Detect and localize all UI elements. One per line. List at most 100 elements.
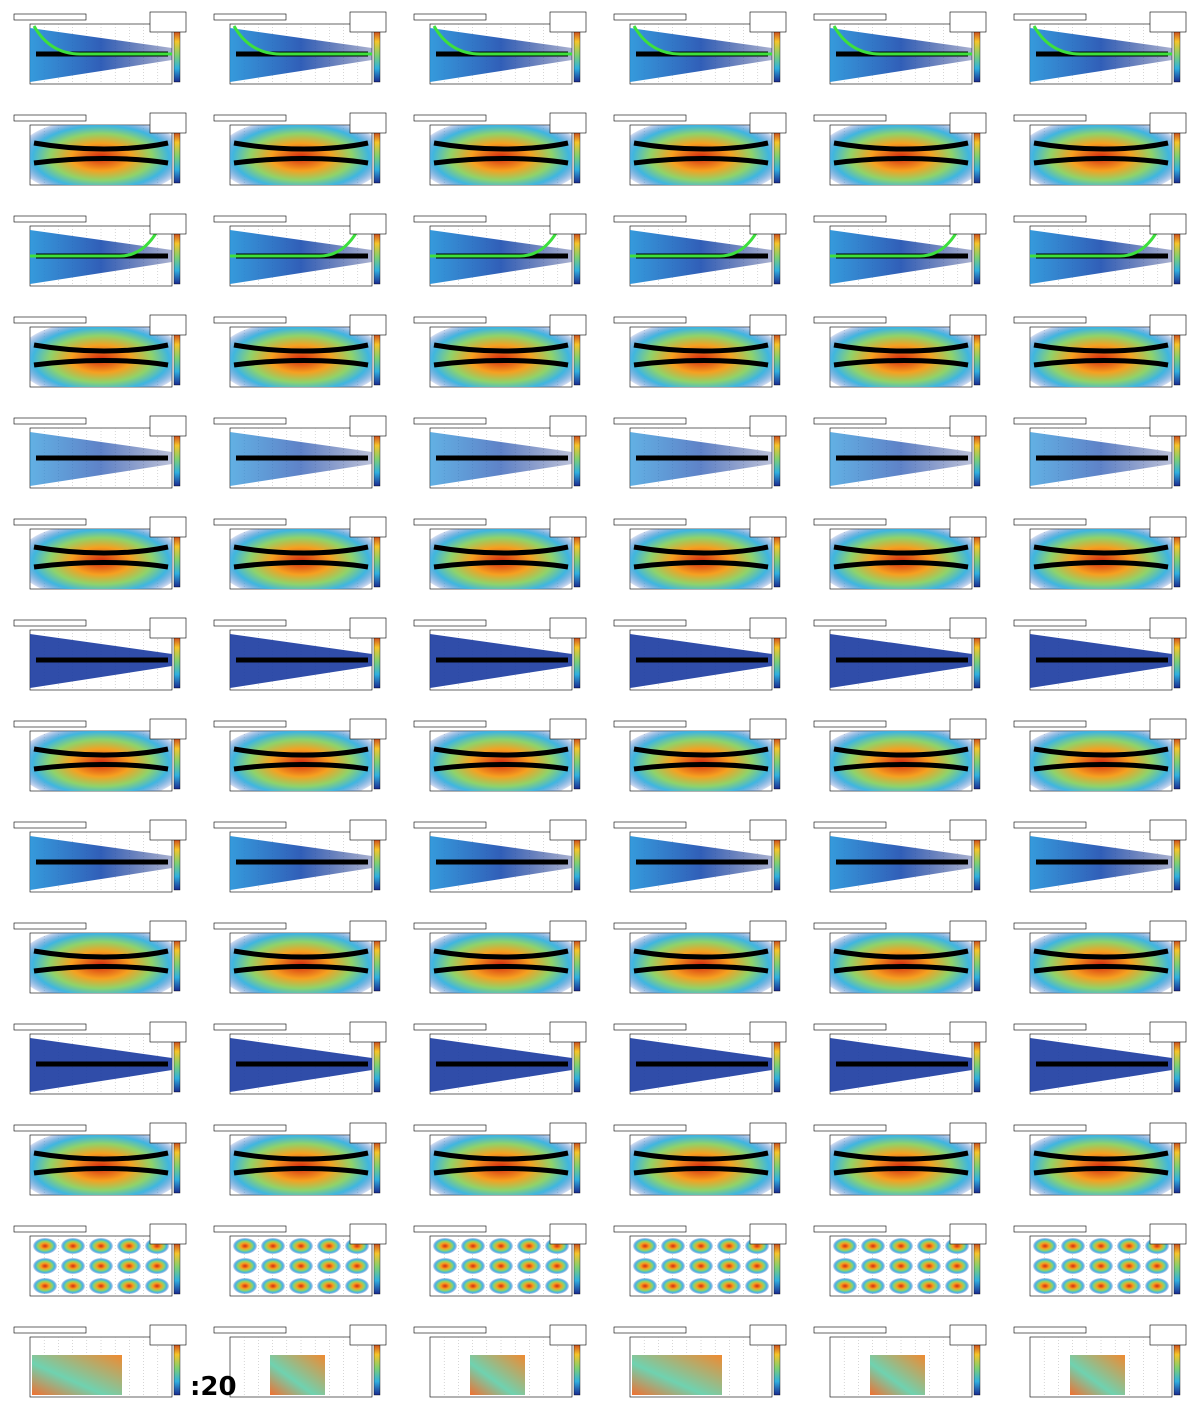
profile-band — [433, 342, 569, 368]
profile-band — [33, 746, 169, 772]
stats-box — [1149, 617, 1187, 639]
plot-panel — [1013, 11, 1187, 85]
palette-bar — [973, 128, 981, 184]
plot-panel — [213, 920, 387, 994]
title-box — [13, 821, 87, 829]
title-box — [213, 720, 287, 728]
palette-bar — [573, 1239, 581, 1295]
palette-bar — [373, 229, 381, 285]
plot-panel — [613, 718, 787, 792]
heatmap-blob — [433, 1258, 457, 1274]
palette-bar — [1173, 1037, 1181, 1093]
stats-box — [549, 718, 587, 740]
title-box — [413, 720, 487, 728]
heatmap-blob — [1117, 1278, 1141, 1294]
profile-band — [433, 1150, 569, 1176]
plot-panel — [413, 1324, 587, 1398]
heatmap-blob — [633, 1258, 657, 1274]
palette-bar — [1173, 1138, 1181, 1194]
profile-band — [433, 544, 569, 570]
profile-band — [433, 746, 569, 772]
palette-bar — [373, 128, 381, 184]
heatmap-blob — [89, 1278, 113, 1294]
plot-panel — [413, 718, 587, 792]
heatmap-blob — [517, 1238, 541, 1254]
plot-panel — [13, 1122, 187, 1196]
heatmap-blob — [230, 529, 372, 589]
title-box — [813, 215, 887, 223]
stats-box — [749, 819, 787, 841]
heatmap — [230, 634, 372, 688]
plot-panel — [613, 11, 787, 85]
heatmap-blob — [745, 1258, 769, 1274]
heatmap — [630, 125, 772, 185]
stats-box — [749, 516, 787, 538]
palette-bar — [973, 27, 981, 83]
palette-bar — [573, 1138, 581, 1194]
heatmap-blob — [30, 529, 172, 589]
plot-panel — [413, 112, 587, 186]
palette-bar — [773, 1138, 781, 1194]
stats-box — [949, 819, 987, 841]
stats-box — [549, 819, 587, 841]
heatmap — [430, 529, 572, 589]
heatmap — [430, 25, 572, 82]
palette-bar — [573, 229, 581, 285]
stats-box — [349, 415, 387, 437]
profile-band — [33, 948, 169, 974]
plot-panel — [1013, 314, 1187, 388]
profile-band — [233, 544, 369, 570]
palette-bar — [373, 734, 381, 790]
heatmap-blob — [661, 1258, 685, 1274]
heatmap-blob — [461, 1278, 485, 1294]
heatmap — [230, 25, 372, 82]
profile-band — [33, 544, 169, 570]
palette-bar — [973, 1138, 981, 1194]
title-box — [213, 1225, 287, 1233]
title-box — [213, 215, 287, 223]
heatmap-blob — [830, 529, 972, 589]
palette-bar — [573, 330, 581, 386]
heatmap-blob — [633, 1238, 657, 1254]
heatmap-blob — [289, 1238, 313, 1254]
stats-box — [949, 1122, 987, 1144]
heatmap — [630, 432, 772, 486]
heatmap-blob — [289, 1258, 313, 1274]
palette-bar — [973, 1037, 981, 1093]
profile-band — [1033, 342, 1169, 368]
heatmap — [833, 1238, 969, 1294]
palette-bar — [573, 936, 581, 992]
stats-box — [149, 1223, 187, 1245]
plot-panel — [213, 112, 387, 186]
plot-panel — [813, 213, 987, 287]
heatmap-blob — [230, 1135, 372, 1195]
profile-band — [1033, 544, 1169, 570]
stats-box — [549, 415, 587, 437]
title-box — [613, 316, 687, 324]
heatmap — [630, 1038, 772, 1092]
plot-panel — [413, 516, 587, 590]
palette-bar — [173, 1340, 181, 1396]
plot-panel — [1013, 1324, 1187, 1398]
heatmap — [1030, 1038, 1172, 1092]
heatmap — [433, 1238, 569, 1294]
title-box — [613, 1023, 687, 1031]
stats-box — [949, 617, 987, 639]
heatmap-blob — [1061, 1278, 1085, 1294]
title-box — [813, 114, 887, 122]
plot-panel — [213, 1021, 387, 1095]
profile-band — [833, 948, 969, 974]
fit-curve — [432, 25, 572, 56]
stats-box — [349, 819, 387, 841]
palette-bar — [973, 431, 981, 487]
heatmap — [1030, 836, 1172, 890]
stats-box — [349, 11, 387, 33]
title-box — [213, 518, 287, 526]
palette-bar — [373, 330, 381, 386]
palette-bar — [773, 1340, 781, 1396]
heatmap-blob — [30, 125, 172, 185]
heatmap-blob — [1117, 1258, 1141, 1274]
palette-bar — [773, 734, 781, 790]
plot-panel — [213, 1324, 387, 1398]
stats-box — [749, 920, 787, 942]
